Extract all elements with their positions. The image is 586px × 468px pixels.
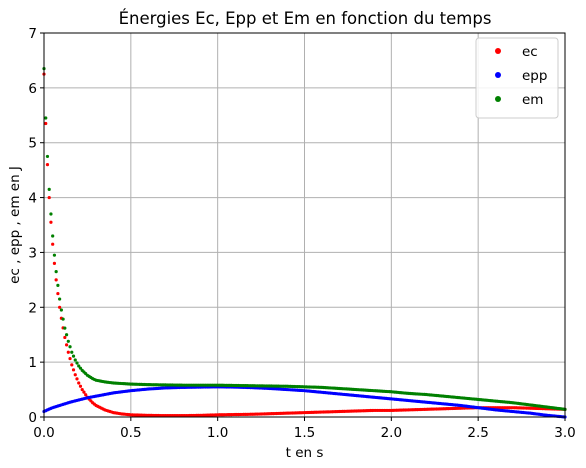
point-ec bbox=[82, 390, 86, 394]
y-tick-label: 1 bbox=[28, 355, 37, 371]
point-em bbox=[70, 350, 74, 354]
point-em bbox=[51, 234, 55, 238]
point-ec bbox=[70, 363, 74, 367]
point-em bbox=[64, 333, 69, 337]
point-ec bbox=[77, 381, 81, 385]
point-em bbox=[75, 361, 79, 365]
y-tick-label: 5 bbox=[28, 136, 37, 152]
point-ec bbox=[49, 220, 53, 224]
point-em bbox=[58, 297, 62, 301]
point-em bbox=[49, 212, 53, 216]
legend-label-ec: ec bbox=[522, 44, 538, 60]
point-ec bbox=[47, 195, 51, 200]
point-ec bbox=[52, 261, 57, 265]
point-em bbox=[77, 364, 81, 368]
point-em bbox=[54, 270, 58, 274]
point-ec bbox=[78, 384, 83, 388]
point-ec bbox=[66, 350, 70, 354]
point-em bbox=[52, 253, 57, 257]
point-ec bbox=[84, 393, 88, 397]
point-ec bbox=[44, 121, 48, 126]
point-ec bbox=[80, 387, 84, 392]
point-ec bbox=[75, 377, 79, 381]
point-em bbox=[71, 354, 76, 358]
x-tick-label: 0.5 bbox=[120, 425, 141, 441]
point-ec bbox=[64, 343, 69, 347]
series-em bbox=[42, 67, 567, 411]
x-tick-label: 2.5 bbox=[467, 425, 488, 441]
point-em bbox=[68, 345, 72, 349]
ticks: 0.0 0.5 1.0 1.5 2.0 2.5 3.0 0 1 2 3 4 5 6 7 bbox=[28, 26, 575, 441]
point-ec bbox=[73, 373, 77, 377]
point-ec bbox=[56, 291, 60, 296]
y-tick-label: 2 bbox=[28, 300, 37, 316]
y-tick-label: 7 bbox=[28, 26, 37, 42]
point-ec bbox=[68, 356, 72, 361]
point-em bbox=[59, 308, 63, 312]
point-em bbox=[61, 317, 65, 321]
legend-marker-ec bbox=[495, 48, 501, 54]
point-ec bbox=[63, 335, 67, 340]
y-tick-label: 0 bbox=[28, 410, 37, 426]
point-em bbox=[66, 339, 70, 343]
point-em bbox=[45, 154, 50, 159]
x-tick-label: 1.0 bbox=[207, 425, 228, 441]
point-em bbox=[73, 358, 77, 362]
point-ec bbox=[58, 305, 62, 309]
y-axis-label: ec , epp , em en J bbox=[7, 166, 23, 284]
point-em bbox=[78, 366, 83, 370]
point-em bbox=[47, 187, 51, 191]
x-tick-label: 3.0 bbox=[554, 425, 575, 441]
point-em bbox=[44, 116, 48, 120]
point-ec bbox=[71, 368, 76, 372]
y-tick-label: 4 bbox=[28, 191, 37, 207]
series-layer bbox=[42, 67, 567, 419]
point-ec bbox=[51, 242, 55, 246]
legend: ec epp em bbox=[475, 37, 559, 119]
x-tick-label: 0.0 bbox=[33, 425, 54, 441]
legend-marker-epp bbox=[495, 72, 501, 78]
legend-label-epp: epp bbox=[522, 68, 547, 84]
point-ec bbox=[54, 278, 58, 282]
point-em bbox=[56, 283, 60, 287]
point-ec bbox=[45, 163, 50, 167]
x-axis-label: t en s bbox=[286, 445, 324, 461]
y-tick-label: 3 bbox=[28, 245, 37, 261]
x-tick-label: 2.0 bbox=[381, 425, 402, 441]
legend-label-em: em bbox=[522, 92, 543, 108]
legend-marker-em bbox=[495, 96, 501, 102]
y-tick-label: 6 bbox=[28, 81, 37, 97]
point-em bbox=[63, 326, 67, 330]
series-ec bbox=[42, 72, 567, 418]
x-tick-label: 1.5 bbox=[294, 425, 315, 441]
chart-title: Énergies Ec, Epp et Em en fonction du te… bbox=[119, 9, 492, 28]
